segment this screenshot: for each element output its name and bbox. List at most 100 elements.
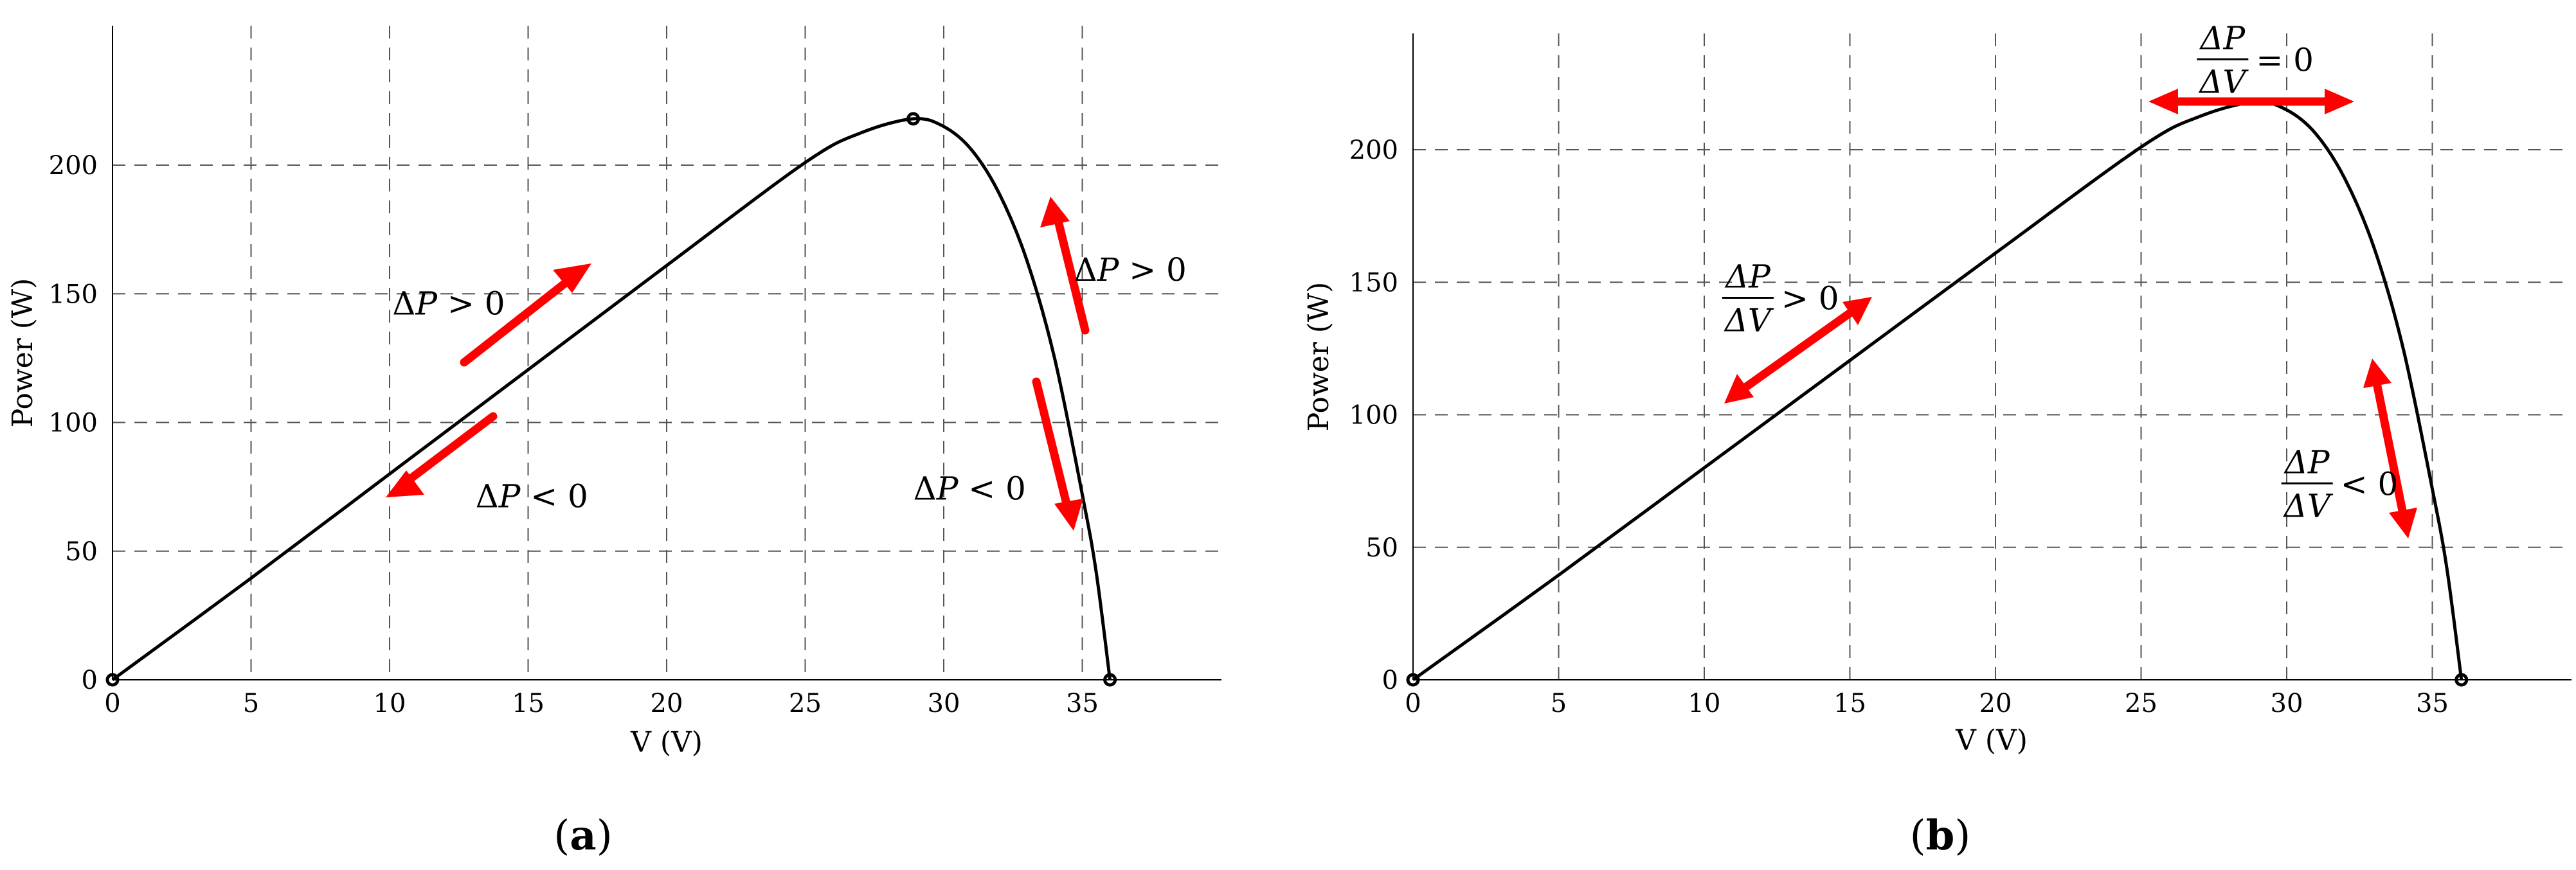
y-tick-labels-b: 0 50 100 150 200 [1349, 136, 1398, 695]
arrow-up-left-a [460, 276, 573, 367]
annotation-op: < 0 [2341, 465, 2399, 502]
arrow-diagonal-b [1739, 306, 1857, 393]
y-axis-label-b: Power (W) [1302, 282, 1335, 432]
panel-letter-a: a [570, 812, 596, 860]
annotation-denominator: ΔV [2198, 63, 2249, 100]
annotation-numerator: ΔP [1724, 258, 1771, 296]
annotation-op: > 0 [437, 285, 505, 322]
y-tick-label: 50 [1365, 533, 1398, 563]
annotation-numerator: ΔP [2283, 443, 2330, 481]
arrowhead-up-right-a [1040, 197, 1070, 227]
arrowhead-diagonal-upper-b [1842, 297, 1872, 325]
x-tick-label: 5 [243, 689, 259, 718]
x-tick-label: 30 [2271, 689, 2303, 718]
annotation-var: P [415, 285, 438, 322]
annotation-numerator: ΔP [2199, 19, 2246, 57]
arrow-steep-b [2372, 378, 2408, 519]
arrowhead-steep-lower-b [2389, 508, 2417, 538]
x-tick-label: 35 [2416, 689, 2449, 718]
x-tick-label: 10 [374, 689, 406, 718]
annotation-var: P [1097, 251, 1120, 289]
arrow-down-right-a [1032, 377, 1072, 511]
y-tick-label: 150 [49, 280, 98, 309]
y-tick-label: 0 [1382, 666, 1398, 695]
marker-voc [1103, 673, 1117, 687]
annotation-label: ΔP < 0 [914, 470, 1026, 508]
y-tick-label: 100 [1349, 401, 1398, 431]
x-tick-label: 0 [1405, 689, 1421, 718]
curve-markers-b [1406, 673, 2469, 687]
x-tick-label: 10 [1688, 689, 1721, 718]
x-tick-label: 30 [928, 689, 960, 718]
annotation-delta: Δ [392, 285, 415, 322]
annotation-op: = 0 [2256, 41, 2314, 78]
x-tick-labels-a: 0 5 10 15 20 25 30 35 [104, 689, 1099, 718]
pv-curve-line-a [111, 117, 1112, 682]
annotation-label: ΔP > 0 [1074, 251, 1187, 289]
annotation-delta: Δ [1074, 251, 1097, 289]
panel-letter-b: b [1926, 812, 1955, 860]
x-tick-label: 35 [1066, 689, 1099, 718]
y-tick-label: 200 [49, 151, 98, 181]
y-axis-label-a: Power (W) [6, 278, 39, 428]
annotation-delta: Δ [914, 470, 937, 508]
annotation-label: ΔP < 0 [476, 478, 588, 515]
x-axis-label-b: V (V) [1955, 724, 2028, 757]
annotation-denominator: ΔV [2283, 487, 2334, 524]
x-tick-labels-b: 0 5 10 15 20 25 30 35 [1405, 689, 2449, 718]
arrowhead-down-left-a [386, 470, 424, 497]
annotation-delta: Δ [476, 478, 499, 515]
annotation-label: ΔP > 0 [392, 285, 505, 322]
x-axis-label-a: V (V) [630, 726, 703, 759]
y-tick-label: 200 [1349, 136, 1398, 165]
gridlines-b [1413, 33, 2571, 680]
annotation-var: P [936, 470, 959, 508]
curve-markers-a [105, 112, 1117, 687]
marker-start [105, 673, 120, 687]
x-tick-label: 20 [651, 689, 683, 718]
annotation-op: < 0 [958, 470, 1026, 508]
annotations-a: ΔP > 0ΔP < 0ΔP > 0ΔP < 0 [392, 251, 1187, 515]
x-tick-label: 20 [1979, 689, 2012, 718]
y-tick-label: 150 [1349, 268, 1398, 297]
x-tick-label: 5 [1551, 689, 1567, 718]
arrow-up-right-a [1053, 214, 1090, 335]
arrowhead-diagonal-lower-b [1724, 374, 1754, 404]
arrow-down-left-a [402, 412, 498, 486]
x-tick-label: 25 [789, 689, 822, 718]
annotation-op: > 0 [1119, 251, 1187, 289]
panel-label-a: (a) [554, 812, 612, 860]
plot-area-b [1413, 33, 2571, 680]
panel-label-b: (b) [1910, 812, 1971, 860]
x-tick-label: 15 [1833, 689, 1866, 718]
marker-voc [2454, 673, 2469, 687]
axes-a [112, 26, 1221, 680]
x-tick-label: 15 [512, 689, 545, 718]
x-tick-label: 25 [2125, 689, 2157, 718]
pv-curve-line-b [1412, 100, 2463, 682]
arrows-b [1724, 89, 2417, 538]
y-tick-labels-a: 0 50 100 150 200 [49, 151, 98, 695]
annotation-op: > 0 [1781, 280, 1839, 317]
arrowhead-horizontal-left-b [2148, 89, 2178, 114]
annotation-denominator: ΔV [1724, 302, 1774, 339]
arrowhead-horizontal-right-b [2325, 89, 2354, 114]
marker-start [1406, 673, 1420, 687]
y-tick-label: 0 [82, 666, 98, 695]
arrowhead-steep-upper-b [2363, 359, 2391, 388]
gridlines-a [113, 26, 1221, 680]
annotation-var: P [498, 478, 521, 515]
arrows-a [386, 197, 1090, 531]
axes-b [1412, 33, 2571, 680]
y-tick-label: 50 [65, 537, 98, 567]
arrowhead-up-left-a [553, 263, 591, 293]
arrowhead-down-right-a [1054, 499, 1083, 531]
marker-mpp [906, 112, 921, 126]
x-tick-label: 0 [104, 689, 120, 718]
y-tick-label: 100 [49, 409, 98, 438]
annotation-op: < 0 [520, 478, 588, 515]
